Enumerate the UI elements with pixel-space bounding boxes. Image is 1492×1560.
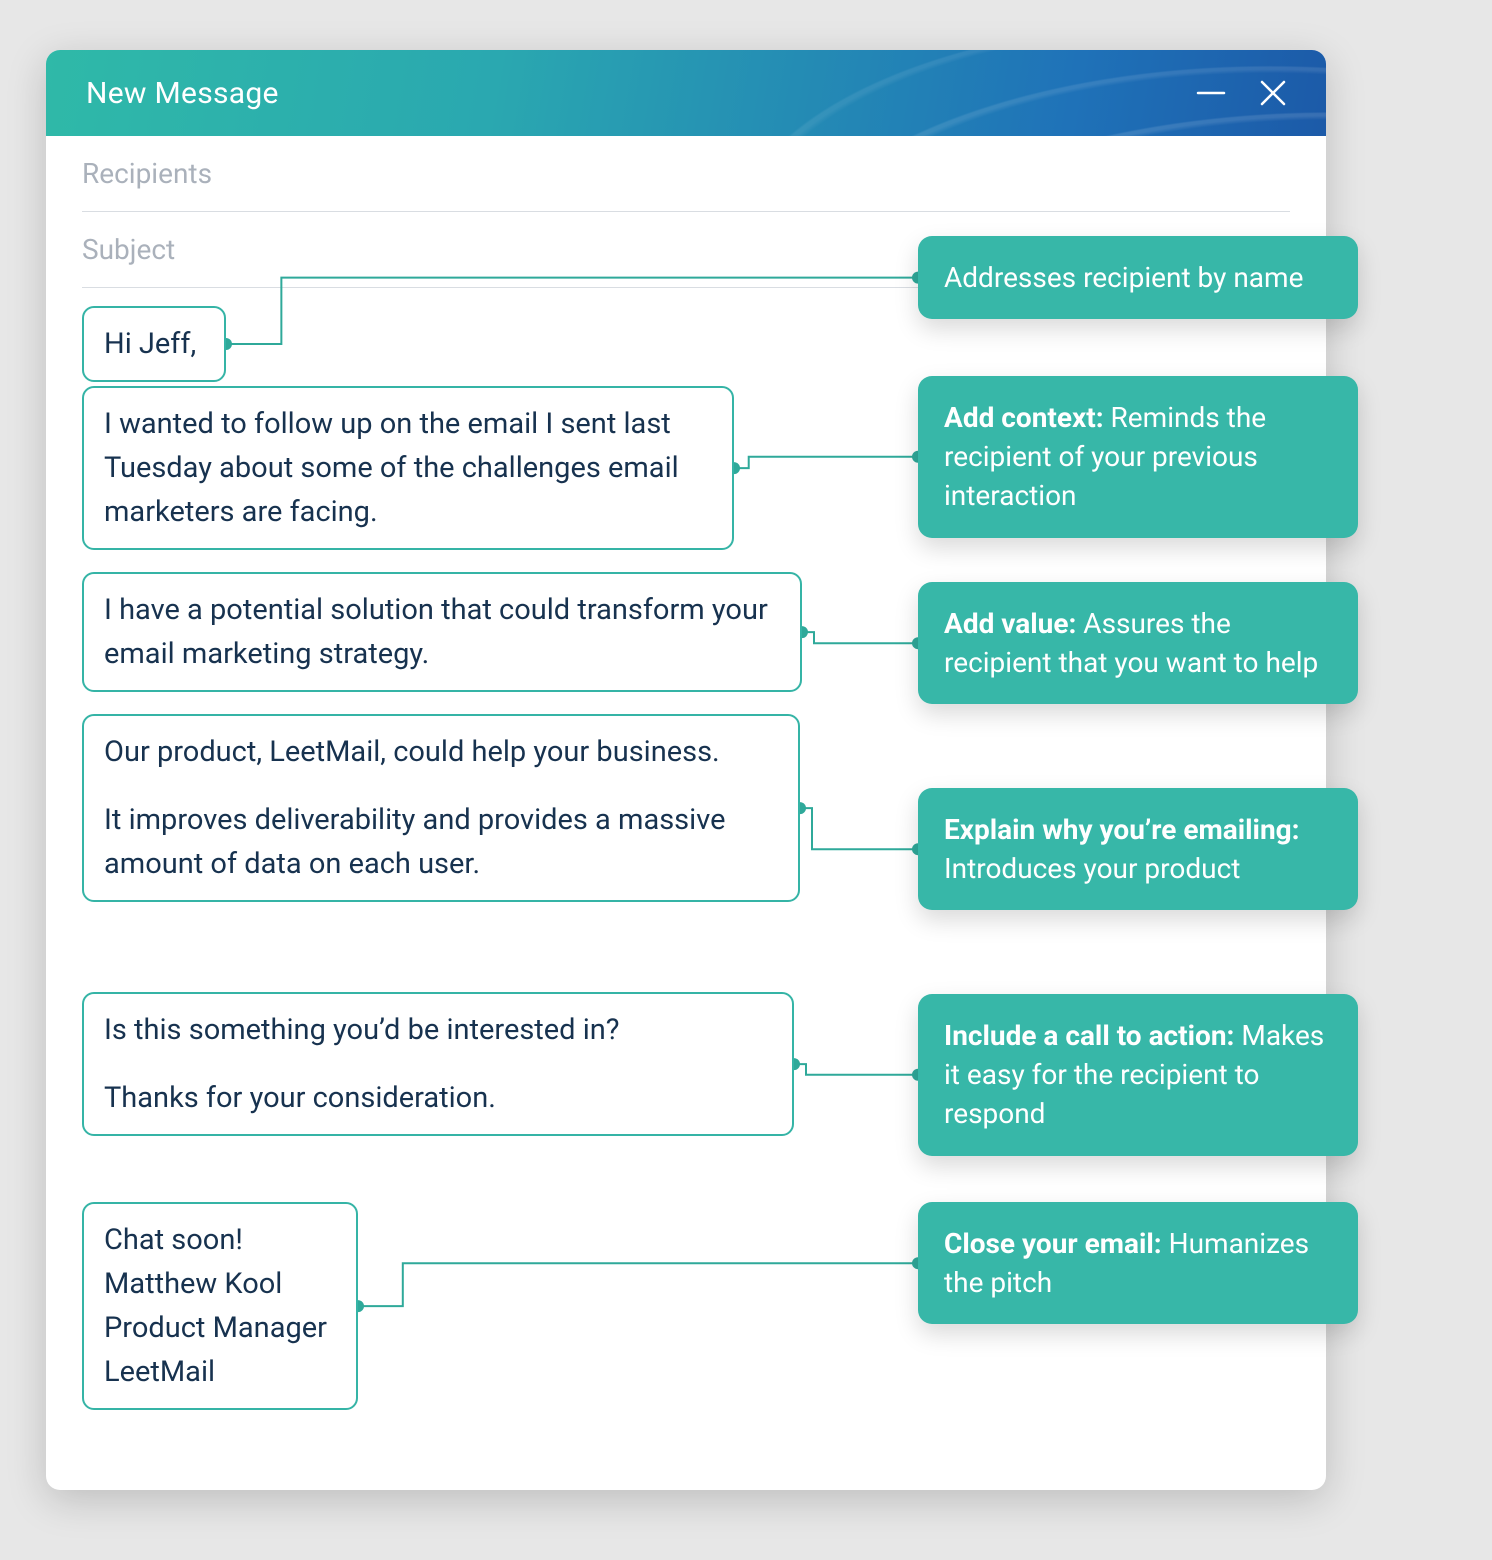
annotation-heading: Close your email: (944, 1227, 1162, 1260)
annotation-c-close: Close your email: Humanizes the pitch (918, 1202, 1358, 1324)
email-text: Thanks for your consideration. (104, 1076, 772, 1120)
annotation-heading: Add value: (944, 607, 1076, 640)
email-text: Our product, LeetMail, could help your b… (104, 730, 778, 774)
email-section-greeting: Hi Jeff, (82, 306, 226, 382)
email-section-close: Chat soon! Matthew Kool Product Manager … (82, 1202, 358, 1410)
email-text: It improves deliverability and provides … (104, 798, 778, 886)
email-text: Hi Jeff, (104, 322, 204, 366)
email-section-cta: Is this something you’d be interested in… (82, 992, 794, 1136)
email-text: Is this something you’d be interested in… (104, 1008, 772, 1052)
stage: New Message Recipients Subject (46, 50, 1446, 1510)
email-section-explain: Our product, LeetMail, could help your b… (82, 714, 800, 902)
recipients-field[interactable]: Recipients (82, 136, 1290, 212)
recipients-placeholder: Recipients (82, 157, 212, 190)
close-icon[interactable] (1256, 76, 1290, 110)
annotation-text: Introduces your product (944, 852, 1240, 885)
annotation-c-greeting: Addresses recipient by name (918, 236, 1358, 319)
titlebar: New Message (46, 50, 1326, 136)
annotation-c-context: Add context: Reminds the recipient of yo… (918, 376, 1358, 538)
titlebar-actions (1194, 76, 1290, 110)
annotation-heading: Include a call to action: (944, 1019, 1234, 1052)
annotation-heading: Add context: (944, 401, 1104, 434)
annotation-c-explain: Explain why you’re emailing: Introduces … (918, 788, 1358, 910)
minimize-icon[interactable] (1194, 76, 1228, 110)
annotation-c-value: Add value: Assures the recipient that yo… (918, 582, 1358, 704)
window-title: New Message (86, 76, 279, 111)
subject-placeholder: Subject (82, 233, 175, 266)
annotation-heading: Explain why you’re emailing: (944, 813, 1300, 846)
email-text: I have a potential solution that could t… (104, 588, 780, 676)
email-section-context: I wanted to follow up on the email I sen… (82, 386, 734, 550)
annotation-c-cta: Include a call to action: Makes it easy … (918, 994, 1358, 1156)
annotation-text: Addresses recipient by name (944, 261, 1303, 294)
email-text: I wanted to follow up on the email I sen… (104, 402, 712, 534)
email-section-value: I have a potential solution that could t… (82, 572, 802, 692)
email-text: Chat soon! Matthew Kool Product Manager … (104, 1218, 336, 1394)
